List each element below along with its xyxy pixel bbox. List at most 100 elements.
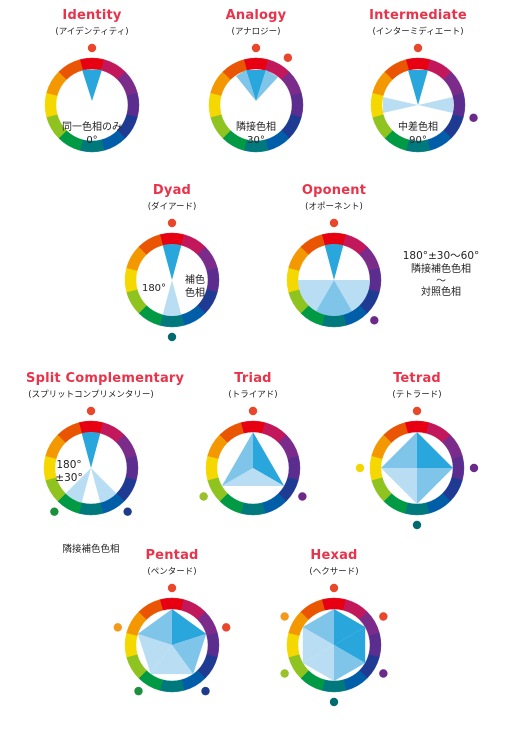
hue-segment — [44, 92, 58, 118]
harmony-facet — [150, 645, 194, 675]
hue-marker-dot — [50, 507, 59, 516]
angle-label-line2: ±30° — [55, 472, 83, 485]
hue-segment — [208, 92, 222, 118]
hue-marker-dot — [113, 623, 122, 632]
hue-segment — [243, 57, 269, 71]
hue-label-line1: 中差色相 — [398, 122, 438, 133]
hue-segment — [404, 502, 430, 516]
harmony-facet — [302, 627, 334, 663]
hue-marker-dot — [329, 697, 339, 707]
hue-segment — [300, 599, 325, 620]
selected-hue-wedge — [162, 280, 182, 316]
hue-marker-dot — [123, 507, 132, 516]
hue-marker-dot — [298, 492, 307, 501]
oponent-note-line4: 対照色相 — [421, 286, 461, 298]
hue-marker-dot — [248, 406, 258, 416]
hue-segment — [78, 502, 104, 516]
oponent-note: 180°±30〜60° 隣接補色色相 〜 対照色相 — [386, 249, 496, 299]
hue-segment — [369, 455, 383, 481]
hue-segment — [219, 422, 244, 443]
hue-marker-dot — [469, 463, 479, 473]
angle-label: 180° ±30° — [48, 459, 90, 485]
angle-label-line1: 180° — [56, 459, 82, 471]
hue-segment — [384, 59, 409, 80]
hue-marker-dot — [329, 218, 339, 228]
hue-segment — [79, 57, 105, 71]
hue-label-line2: 90° — [409, 134, 427, 146]
selected-hue-wedge — [162, 244, 182, 280]
harmony-facet — [334, 627, 366, 663]
hue-marker-dot — [370, 316, 379, 325]
color-wheel — [286, 218, 382, 328]
hue-segment — [205, 455, 219, 481]
panel-subtitle: (ヘクサード) — [309, 567, 359, 577]
hue-segment — [222, 59, 247, 80]
panel-subtitle: (インターミディエート) — [372, 27, 464, 37]
wheel-center — [56, 69, 128, 141]
hue-label-line2: 30° — [247, 134, 265, 146]
hue-segment — [78, 420, 104, 434]
panel-subtitle: (トライアド) — [228, 390, 278, 400]
hue-marker-dot — [280, 612, 289, 621]
color-wheel — [208, 43, 304, 153]
selected-hue-wedge — [246, 70, 266, 101]
color-wheel — [124, 218, 220, 342]
selected-hue-wedge — [82, 69, 102, 101]
hue-marker-dot — [412, 520, 422, 530]
color-wheel — [280, 583, 388, 707]
hue-segment — [321, 232, 347, 246]
harmony-facet — [417, 432, 453, 468]
oponent-note-line3: 〜 — [436, 275, 446, 287]
harmony-facet — [417, 468, 453, 504]
hue-segment — [125, 455, 139, 481]
hue-segment — [383, 422, 408, 443]
panel-subtitle: (スプリットコンプリメンタリー) — [28, 390, 154, 400]
panel-title: Identity — [62, 8, 122, 23]
panel-title: Split Complementary — [26, 371, 185, 386]
hue-segment — [58, 59, 83, 80]
hue-segment — [321, 679, 347, 693]
panel-title: Pentad — [145, 548, 199, 563]
panel-title: Intermediate — [369, 8, 467, 23]
hue-label: 隣接色相 30° — [206, 122, 306, 147]
harmony-facet — [334, 645, 366, 681]
hue-marker-dot — [201, 686, 210, 696]
hue-marker-dot — [167, 583, 177, 593]
hue-segment — [159, 679, 185, 693]
hue-segment — [287, 455, 301, 481]
color-wheel — [355, 406, 479, 530]
panel-title: Dyad — [152, 183, 192, 198]
hue-segment — [138, 599, 163, 620]
selected-hue-wedge — [81, 432, 101, 468]
hue-segment — [452, 92, 466, 118]
hue-segment — [286, 632, 300, 658]
hue-segment — [451, 455, 465, 481]
hue-segment — [368, 267, 382, 293]
selected-hue-wedge — [298, 280, 334, 312]
selected-hue-wedge — [324, 244, 344, 280]
color-wheel — [43, 406, 139, 516]
hue-segment — [300, 234, 325, 255]
selected-hue-wedge — [334, 280, 370, 312]
oponent-note-line2: 隣接補色色相 — [411, 264, 471, 276]
color-wheel — [113, 583, 231, 696]
hue-marker-dot — [379, 669, 388, 678]
selected-hue-wedge — [65, 468, 91, 503]
hue-segment — [126, 92, 140, 118]
harmony-facet — [302, 645, 334, 681]
panel-subtitle: (アイデンティティ) — [55, 27, 129, 37]
hue-marker-dot — [283, 53, 293, 62]
hue-segment — [368, 632, 382, 658]
hue-marker-dot — [412, 406, 422, 416]
hue-label: 中差色相 90° — [368, 122, 468, 147]
wheel-center — [220, 69, 292, 141]
hue-label-line1: 同一色相のみ — [62, 122, 122, 133]
harmony-facet — [172, 633, 207, 675]
hue-marker-dot — [167, 332, 177, 342]
split-below-label: 隣接補色色相 — [62, 544, 120, 555]
hue-marker-dot — [469, 113, 478, 123]
hue-segment — [286, 267, 300, 293]
hue-marker-dot — [134, 686, 143, 696]
hue-label-line1: 隣接色相 — [236, 122, 276, 133]
panel-subtitle: (アナロジー) — [231, 27, 281, 37]
